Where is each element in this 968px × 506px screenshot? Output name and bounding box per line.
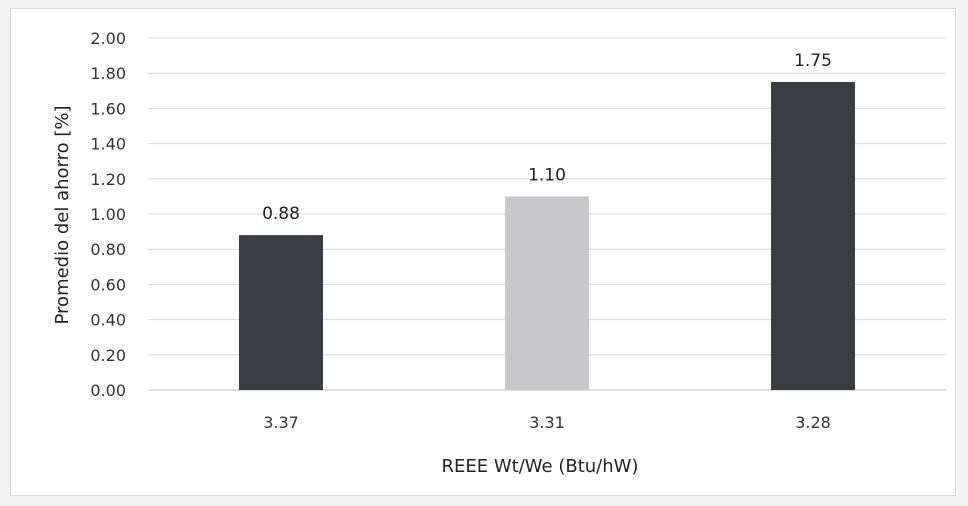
data-label: 1.75 xyxy=(794,51,832,71)
y-tick-label: 1.20 xyxy=(90,170,126,189)
y-tick-label: 0.20 xyxy=(90,346,126,365)
bars xyxy=(239,82,855,390)
y-tick-label: 1.60 xyxy=(90,99,126,118)
y-tick-label: 0.60 xyxy=(90,275,126,294)
y-tick-label: 1.40 xyxy=(90,135,126,154)
data-label: 1.10 xyxy=(528,165,566,185)
y-tick-label: 2.00 xyxy=(90,29,126,48)
bar xyxy=(771,82,855,390)
y-tick-label: 0.80 xyxy=(90,240,126,259)
y-axis-ticks: 0.00 0.20 0.40 0.60 0.80 1.00 1.20 1.40 1.60 1.80… xyxy=(90,29,126,400)
y-tick-label: 1.00 xyxy=(90,205,126,224)
data-labels: 0.88 1.10 1.75 xyxy=(262,51,832,224)
y-axis-title: Promedio del ahorro [%] xyxy=(52,106,73,325)
x-tick-label: 3.28 xyxy=(795,413,831,432)
bar xyxy=(239,235,323,390)
bar xyxy=(505,196,589,390)
y-tick-label: 0.40 xyxy=(90,311,126,330)
x-axis-ticks: 3.37 3.31 3.28 xyxy=(263,413,831,432)
y-tick-label: 1.80 xyxy=(90,64,126,83)
y-tick-label: 0.00 xyxy=(90,381,126,400)
x-tick-label: 3.31 xyxy=(529,413,565,432)
x-axis-title: REEE Wt/We (Btu/hW) xyxy=(442,456,639,477)
x-tick-label: 3.37 xyxy=(263,413,299,432)
data-label: 0.88 xyxy=(262,204,300,224)
